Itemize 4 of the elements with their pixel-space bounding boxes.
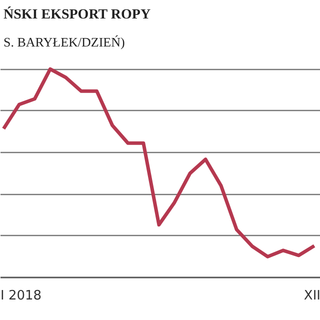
chart-title: ŃSKI EKSPORT ROPY — [4, 6, 151, 22]
x-tick-label: XII — [304, 288, 320, 304]
chart-subtitle: S. BARYŁEK/DZIEŃ) — [4, 34, 125, 50]
x-tick-label: I 2018 — [0, 288, 42, 304]
